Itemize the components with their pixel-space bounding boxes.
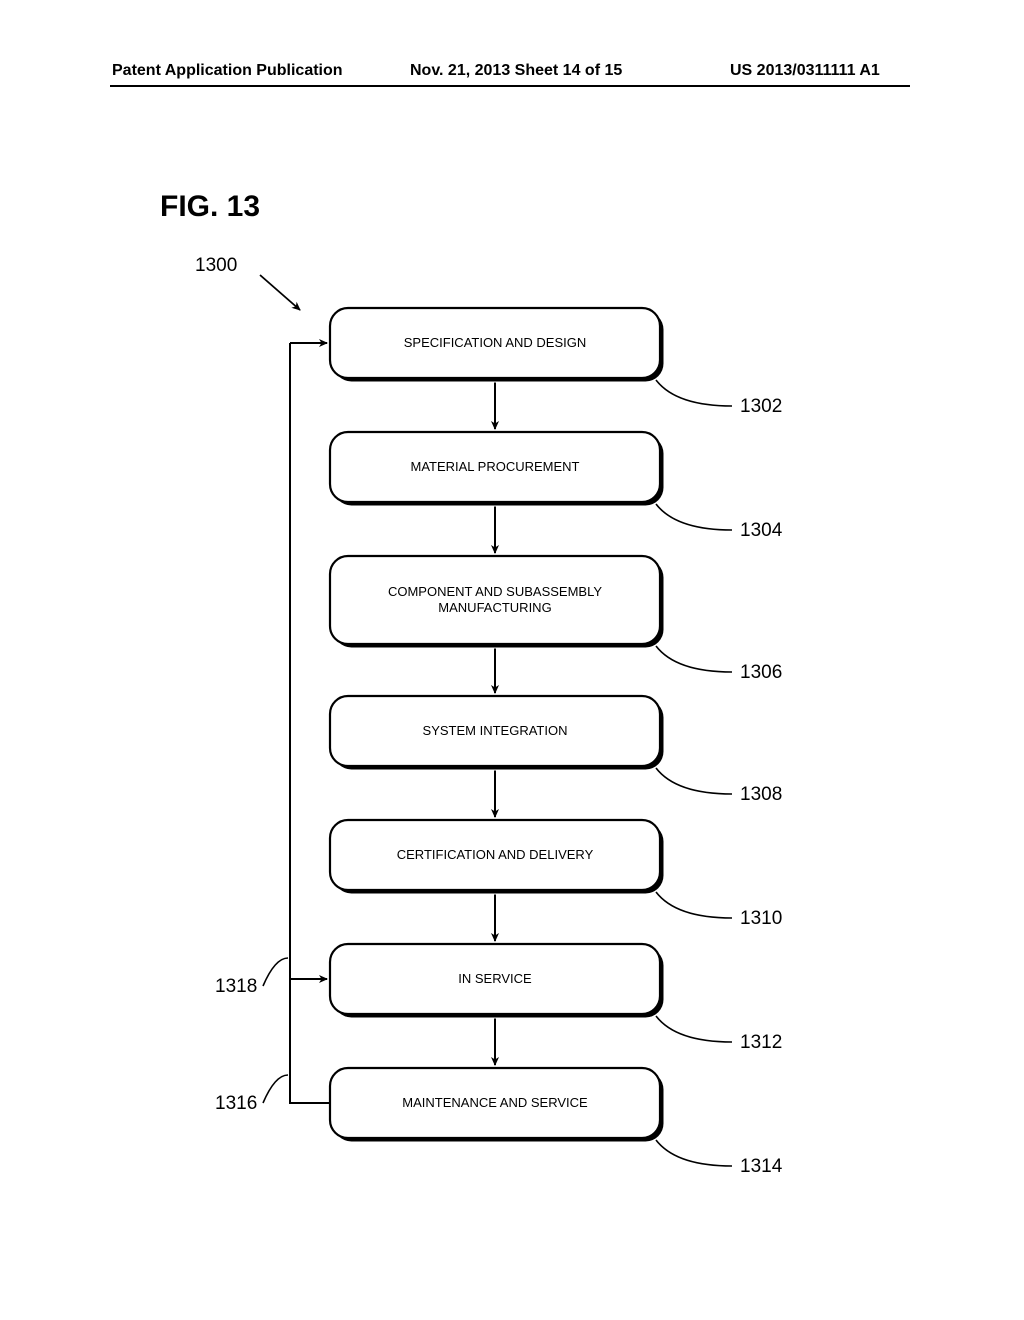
ref-label-1314: 1314 xyxy=(740,1156,783,1177)
ref-label-1302: 1302 xyxy=(740,396,782,417)
ref-label-1306: 1306 xyxy=(740,662,782,683)
flow-box-label: MANUFACTURING xyxy=(438,600,551,615)
ref-label-1310: 1310 xyxy=(740,908,782,929)
ref-label-1308: 1308 xyxy=(740,784,782,805)
ref-label-1304: 1304 xyxy=(740,520,783,541)
flow-box-label: CERTIFICATION AND DELIVERY xyxy=(397,847,594,862)
page: Patent Application Publication Nov. 21, … xyxy=(0,0,1024,1320)
flow-box-label: IN SERVICE xyxy=(458,971,532,986)
ref-label-1312: 1312 xyxy=(740,1032,782,1053)
flow-box-label: MAINTENANCE AND SERVICE xyxy=(402,1095,588,1110)
ref-label-1318: 1318 xyxy=(215,976,257,997)
flowchart-svg: SPECIFICATION AND DESIGN 1302 MATERIAL PRO… xyxy=(0,0,1024,1320)
flow-box-label: SPECIFICATION AND DESIGN xyxy=(404,335,587,350)
flow-box-label: MATERIAL PROCUREMENT xyxy=(410,459,579,474)
flow-box-label: SYSTEM INTEGRATION xyxy=(423,723,568,738)
flow-box-label: COMPONENT AND SUBASSEMBLY xyxy=(388,584,602,599)
ref-label-1316: 1316 xyxy=(215,1093,257,1114)
